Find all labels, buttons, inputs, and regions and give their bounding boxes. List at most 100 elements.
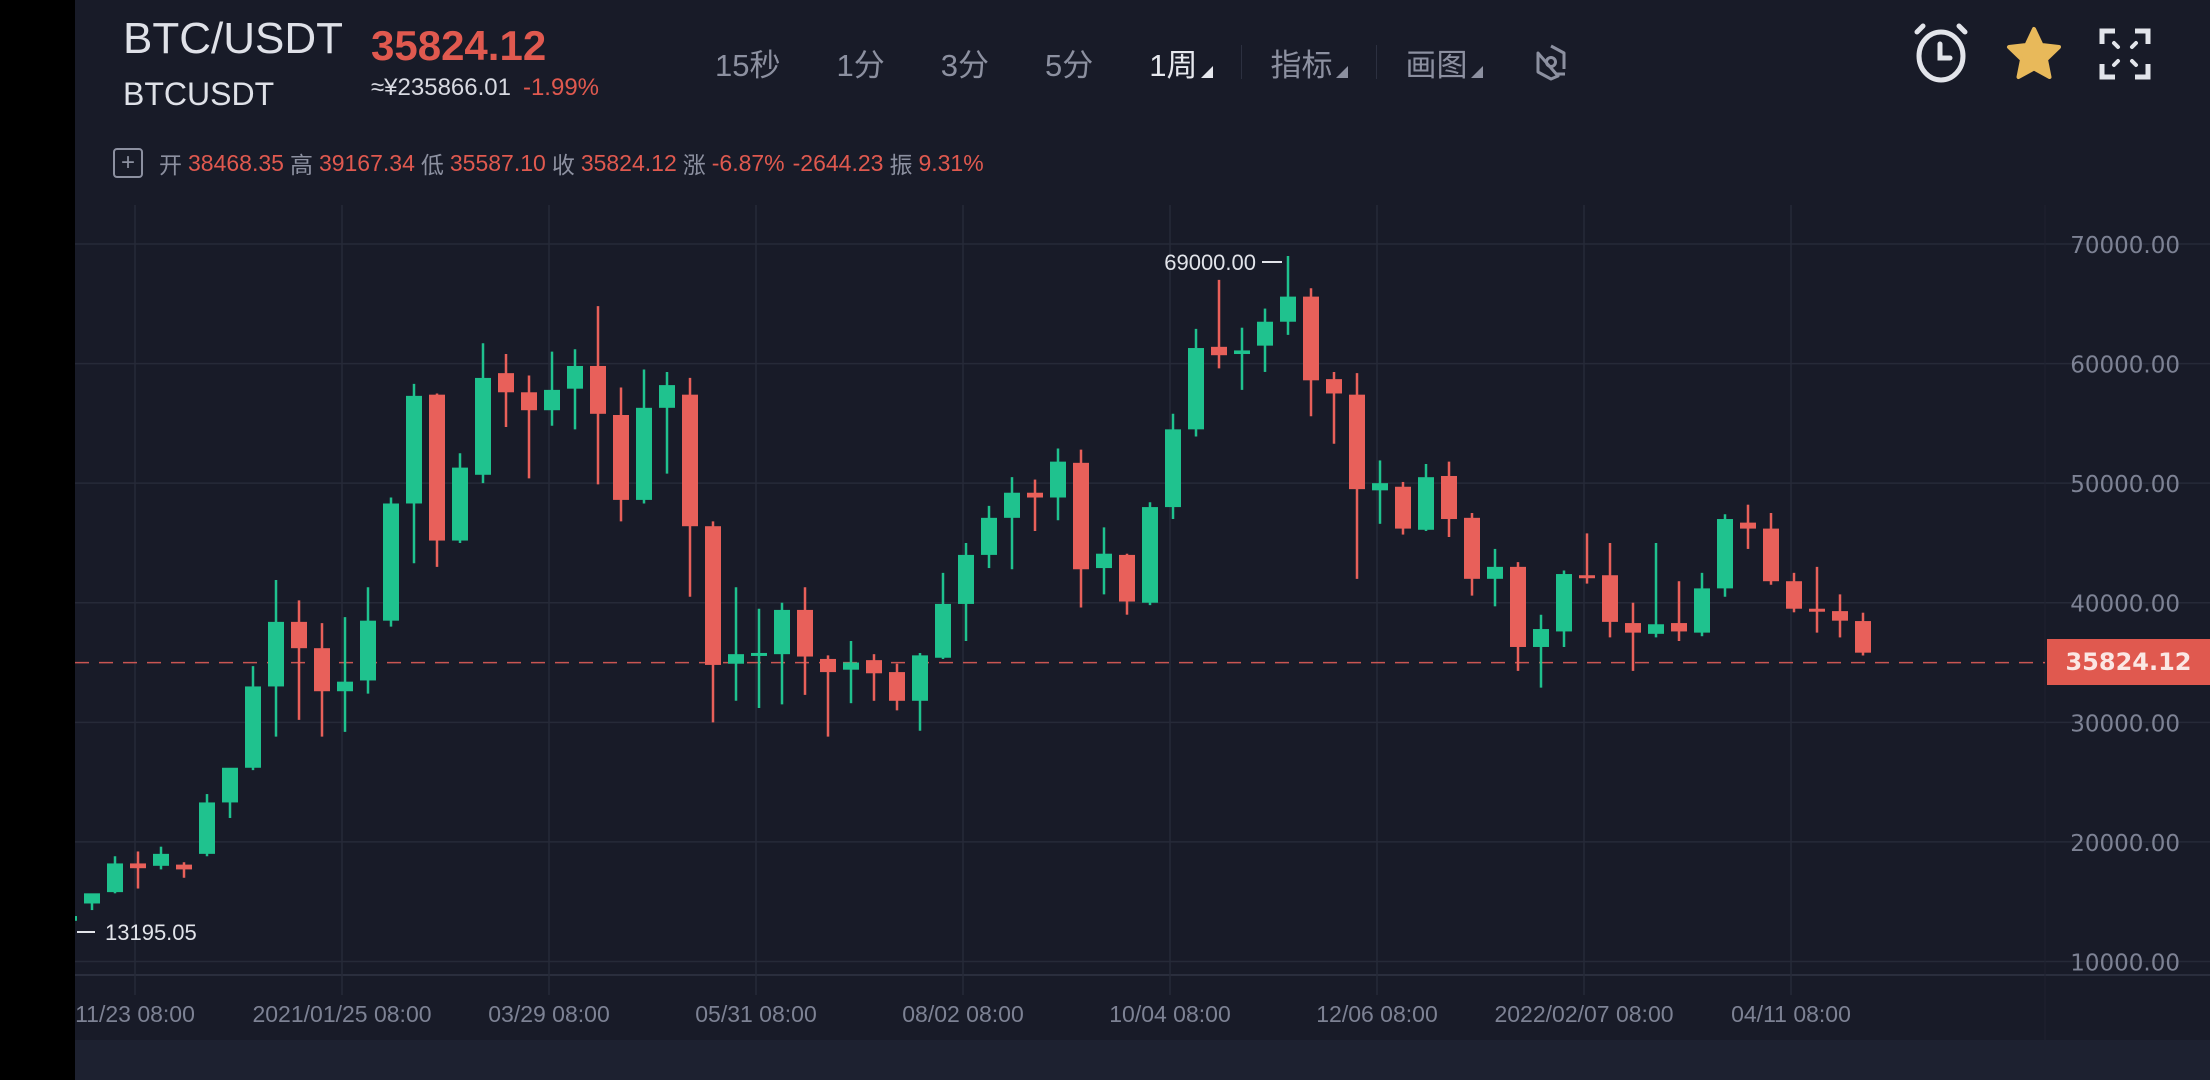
candle <box>498 354 514 427</box>
last-price-tag: 35824.12 <box>2047 639 2210 685</box>
low-label: 低 <box>420 152 444 178</box>
candle <box>268 580 284 737</box>
amplitude-value: 9.31% <box>918 149 984 176</box>
candle <box>981 505 997 569</box>
candle <box>1188 328 1204 437</box>
candle <box>1487 548 1503 607</box>
candle <box>1717 514 1733 597</box>
y-axis-label: 50000.00 <box>2070 472 2180 498</box>
alarm-clock-icon <box>1914 23 1968 83</box>
tab-15s[interactable]: 15秒 <box>715 47 781 83</box>
tab-1m[interactable]: 1分 <box>836 47 885 83</box>
dropdown-triangle-icon <box>1336 65 1349 78</box>
min-label: 13195.05 <box>105 920 197 945</box>
dropdown-triangle-icon <box>1201 65 1214 78</box>
x-axis-label: 05/31 08:00 <box>695 1001 817 1027</box>
fullscreen-button[interactable] <box>2099 28 2151 80</box>
candle <box>590 306 606 485</box>
candle <box>1027 479 1043 531</box>
candle <box>774 602 790 705</box>
candle <box>84 893 100 911</box>
candle <box>912 652 928 731</box>
open-value: 38468.35 <box>188 149 284 176</box>
candle <box>406 383 422 564</box>
favorite-button[interactable] <box>2005 26 2063 82</box>
max-label: 69000.00 <box>1164 250 1256 275</box>
candle <box>1119 553 1135 615</box>
candle <box>153 846 169 870</box>
candle <box>475 343 491 484</box>
candle <box>843 641 859 704</box>
expand-plus-icon[interactable]: + <box>113 148 143 178</box>
candle <box>889 663 905 711</box>
candle <box>452 453 468 543</box>
x-axis-label: 2022/02/07 08:00 <box>1494 1001 1673 1027</box>
candle <box>383 497 399 627</box>
settings-hex-button[interactable] <box>1531 42 1571 82</box>
tab-3m[interactable]: 3分 <box>940 47 989 83</box>
candle <box>1395 481 1411 535</box>
candle <box>1855 612 1871 656</box>
tab-5m[interactable]: 5分 <box>1044 47 1094 83</box>
candle <box>1625 602 1641 671</box>
candle <box>199 794 215 857</box>
change-label: 涨 <box>682 152 706 178</box>
candle <box>222 767 238 818</box>
indicators-label: 指标 <box>1270 47 1333 83</box>
toolbar-divider <box>1241 45 1243 79</box>
candle <box>682 377 698 597</box>
high-label: 高 <box>289 152 313 178</box>
candle <box>176 862 192 878</box>
candle <box>521 375 537 479</box>
x-axis-label: 2021/01/25 08:00 <box>252 1001 431 1027</box>
candle <box>75 916 77 921</box>
dropdown-triangle-icon <box>1471 65 1484 78</box>
candle <box>1418 464 1434 531</box>
candle <box>337 617 353 732</box>
candle <box>1280 255 1296 335</box>
candle <box>659 371 675 474</box>
candle <box>1786 572 1802 613</box>
candle <box>1763 513 1779 585</box>
candle <box>1073 449 1089 608</box>
candle <box>1234 327 1250 390</box>
candle <box>1694 572 1710 637</box>
candle <box>935 572 951 659</box>
low-value: 35587.10 <box>449 149 546 176</box>
candle <box>1349 373 1365 579</box>
x-axis-label: 12/06 08:00 <box>1316 1001 1438 1027</box>
x-axis-label: 03/29 08:00 <box>488 1001 610 1027</box>
change-percent: -1.99% <box>522 74 600 101</box>
candle <box>728 587 744 701</box>
candle <box>567 349 583 430</box>
bottom-panel <box>75 1040 2210 1080</box>
x-axis-label: 04/11 08:00 <box>1731 1001 1851 1027</box>
candle <box>1326 371 1342 444</box>
toolbar-divider <box>1376 45 1378 79</box>
candle <box>544 351 560 426</box>
candle <box>245 666 261 771</box>
drawing-dropdown[interactable]: 画图 <box>1405 40 1484 85</box>
candle <box>1579 533 1595 584</box>
candle <box>1257 308 1273 372</box>
cny-price: ≈¥235866.01 <box>371 74 511 101</box>
candlestick-chart[interactable]: 70000.00 60000.00 50000.00 40000.00 30000.00… <box>75 205 2210 1040</box>
y-axis-label: 30000.00 <box>2070 711 2180 737</box>
last-price: 35824.12 <box>371 22 547 69</box>
candle <box>360 587 376 694</box>
interval-toolbar: 15秒 1分 3分 5分 1周 指标 画图 <box>715 40 1571 84</box>
candle <box>1372 460 1388 524</box>
candle <box>1510 562 1526 671</box>
candle <box>820 655 836 737</box>
close-label: 收 <box>551 152 575 178</box>
candle <box>314 623 330 737</box>
tab-1w-dropdown[interactable]: 1周 <box>1149 40 1214 85</box>
candle <box>1165 413 1181 520</box>
candle <box>1050 448 1066 521</box>
indicators-dropdown[interactable]: 指标 <box>1270 40 1349 85</box>
open-label: 开 <box>159 152 182 178</box>
candle <box>866 654 882 701</box>
drawing-label: 画图 <box>1405 47 1468 83</box>
alarm-button[interactable] <box>1911 22 1971 84</box>
pair-title[interactable]: BTC/USDT <box>123 14 343 63</box>
